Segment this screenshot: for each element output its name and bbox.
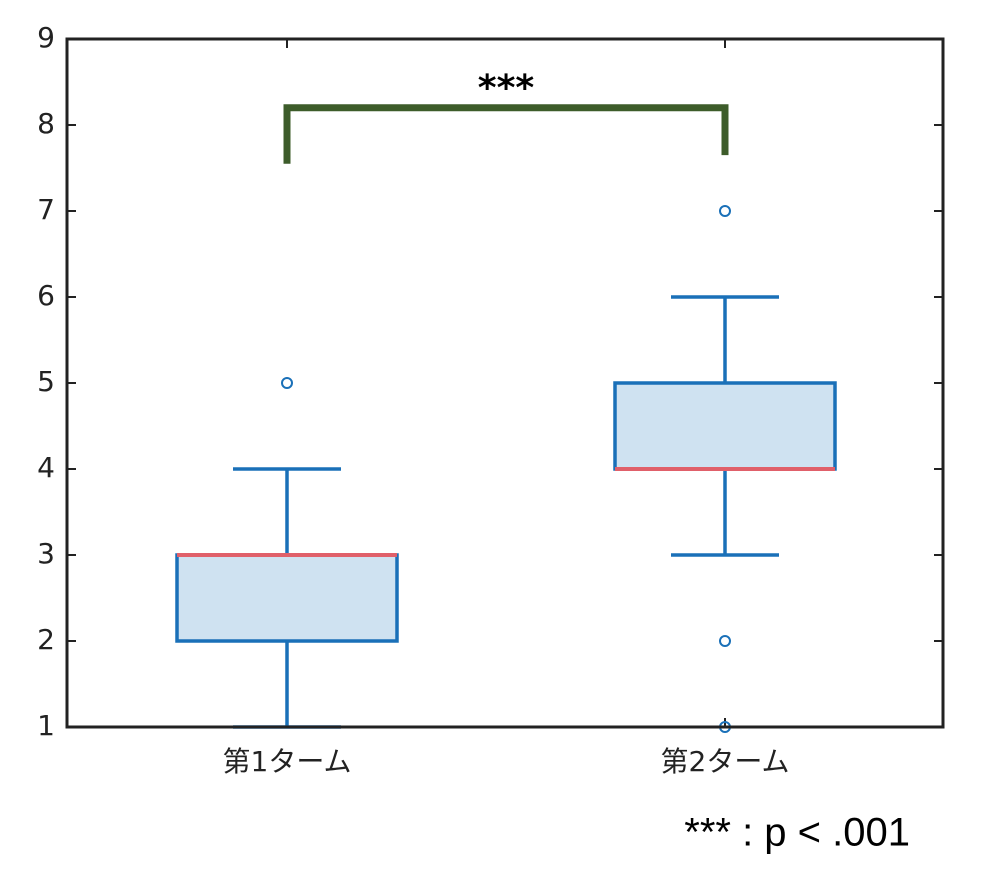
outlier: [281, 377, 293, 389]
outlier: [719, 635, 731, 647]
plot-frame: [65, 37, 945, 729]
y-tick-label: 9: [37, 21, 55, 54]
significance-label: ***: [478, 68, 535, 109]
x-tick-label: 第2ターム: [661, 745, 790, 778]
box: [613, 381, 837, 471]
y-tick-label: 2: [37, 623, 55, 656]
y-tick-label: 1: [37, 709, 55, 742]
y-tick-label: 8: [37, 107, 55, 140]
footnote: *** : p < .001: [684, 811, 910, 855]
x-tick-label: 第1ターム: [223, 745, 352, 778]
y-tick-label: 4: [37, 451, 55, 484]
y-tick-label: 3: [37, 537, 55, 570]
box: [175, 553, 399, 643]
y-tick-label: 7: [37, 193, 55, 226]
y-tick-label: 5: [37, 365, 55, 398]
outlier: [719, 205, 731, 217]
y-tick-label: 6: [37, 279, 55, 312]
